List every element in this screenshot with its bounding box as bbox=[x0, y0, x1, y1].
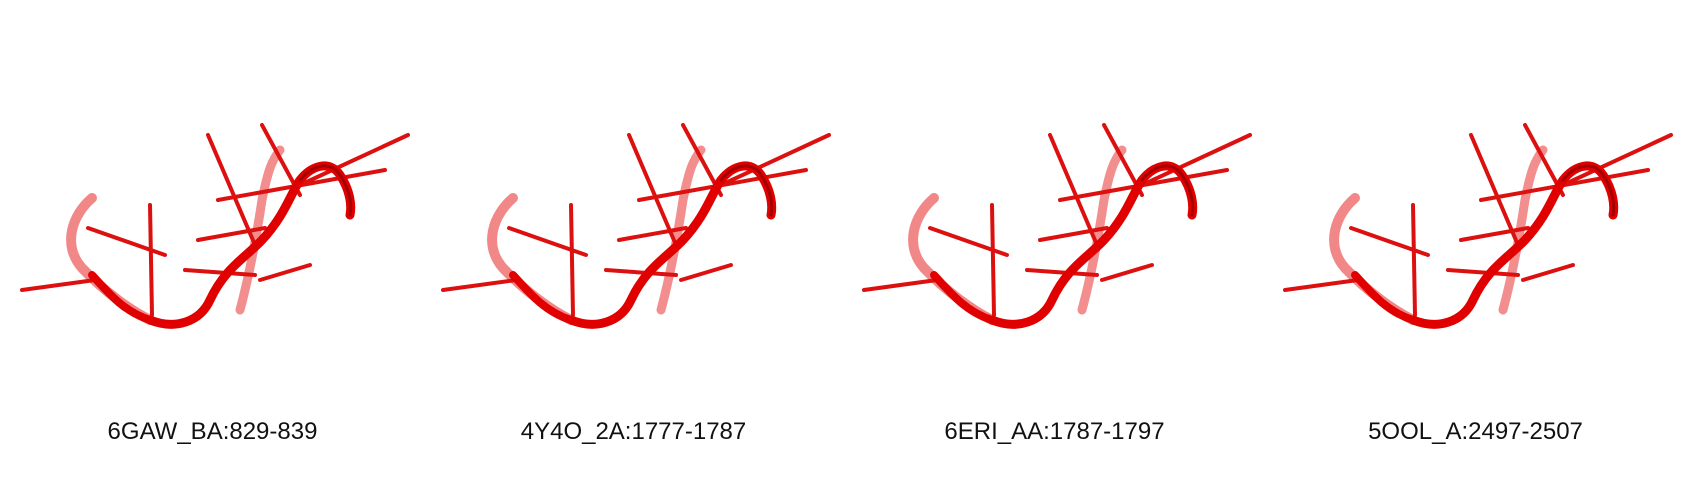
structure-panel-3: 6ERI_AA:1787-1797 bbox=[842, 0, 1267, 480]
base-stick bbox=[148, 203, 154, 317]
backbone-back-strand bbox=[656, 145, 706, 315]
base-stick bbox=[990, 203, 996, 317]
backbone-left-loop bbox=[66, 193, 155, 325]
base-stick bbox=[1446, 268, 1520, 277]
base-stick bbox=[617, 226, 688, 242]
rna-structure-image bbox=[1283, 123, 1673, 329]
rna-structure-image bbox=[20, 123, 410, 329]
base-stick bbox=[1349, 226, 1430, 257]
base-stick bbox=[206, 133, 257, 247]
base-stick bbox=[1561, 133, 1673, 187]
backbone-lower-segment bbox=[930, 271, 996, 324]
base-stick bbox=[604, 268, 678, 277]
backbone-lower-segment bbox=[1351, 271, 1417, 324]
backbone-left-loop bbox=[908, 193, 997, 325]
base-stick bbox=[183, 268, 257, 277]
backbone-lower-segment bbox=[509, 271, 575, 324]
base-stick bbox=[1283, 278, 1360, 292]
base-stick bbox=[862, 278, 939, 292]
base-stick bbox=[1038, 226, 1109, 242]
base-stick bbox=[258, 263, 312, 282]
backbone-front-strand bbox=[987, 161, 1198, 329]
base-stick bbox=[86, 226, 167, 257]
base-stick bbox=[1025, 268, 1099, 277]
backbone-loop-shadow bbox=[1140, 164, 1195, 217]
structure-panel-1: 6GAW_BA:829-839 bbox=[0, 0, 425, 480]
base-stick bbox=[1411, 203, 1417, 317]
backbone-loop-shadow bbox=[719, 164, 774, 217]
structure-panel-4: 5OOL_A:2497-2507 bbox=[1263, 0, 1688, 480]
base-stick bbox=[1459, 226, 1530, 242]
structure-label: 5OOL_A:2497-2507 bbox=[1368, 418, 1583, 445]
base-stick bbox=[507, 226, 588, 257]
backbone-lower-segment bbox=[88, 271, 154, 324]
structure-panel-2: 4Y4O_2A:1777-1787 bbox=[421, 0, 846, 480]
backbone-back-strand bbox=[1498, 145, 1548, 315]
backbone-left-loop bbox=[1329, 193, 1418, 325]
rna-structure-image bbox=[862, 123, 1252, 329]
backbone-front-strand bbox=[1408, 161, 1619, 329]
base-stick bbox=[1048, 133, 1099, 247]
backbone-loop-shadow bbox=[1561, 164, 1616, 217]
base-stick bbox=[928, 226, 1009, 257]
base-stick bbox=[441, 278, 518, 292]
base-stick bbox=[627, 133, 678, 247]
base-stick bbox=[1469, 133, 1520, 247]
base-stick bbox=[1521, 263, 1575, 282]
backbone-left-loop bbox=[487, 193, 576, 325]
base-stick bbox=[196, 226, 267, 242]
rna-structure-image bbox=[441, 123, 831, 329]
backbone-front-strand bbox=[566, 161, 777, 329]
base-stick bbox=[719, 133, 831, 187]
backbone-front-strand bbox=[145, 161, 356, 329]
structure-label: 6ERI_AA:1787-1797 bbox=[944, 418, 1165, 445]
structure-label: 4Y4O_2A:1777-1787 bbox=[520, 418, 747, 445]
base-stick bbox=[20, 278, 97, 292]
base-stick bbox=[679, 263, 733, 282]
backbone-back-strand bbox=[1077, 145, 1127, 315]
backbone-back-strand bbox=[235, 145, 285, 315]
base-stick bbox=[1100, 263, 1154, 282]
base-stick bbox=[569, 203, 575, 317]
base-stick bbox=[1140, 133, 1252, 187]
backbone-loop-shadow bbox=[298, 164, 353, 217]
base-stick bbox=[298, 133, 410, 187]
structure-label: 6GAW_BA:829-839 bbox=[107, 418, 318, 445]
